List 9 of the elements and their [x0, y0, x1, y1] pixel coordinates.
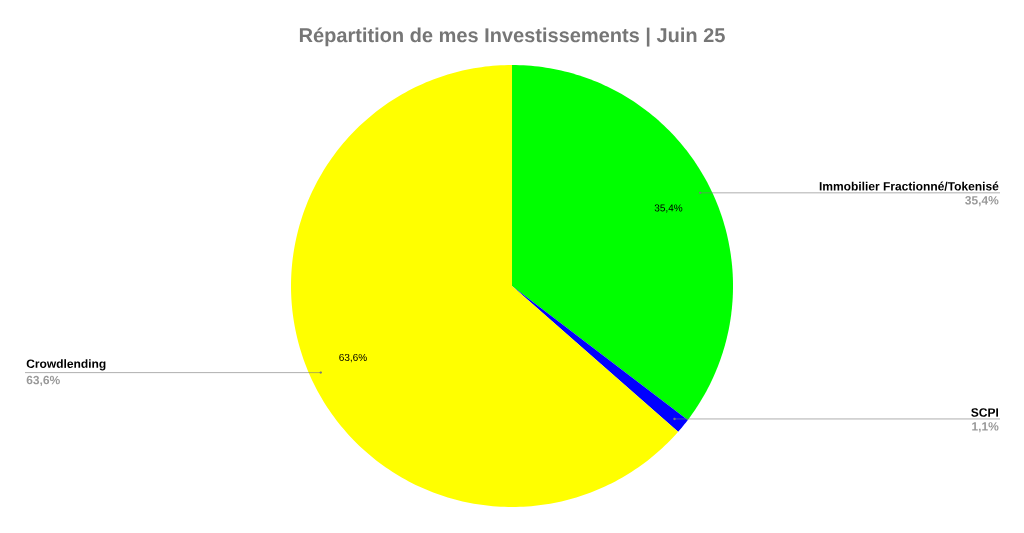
chart-title: Répartition de mes Investissements | Juin 25 [299, 27, 725, 47]
slice-label: Crowdlending [26, 359, 106, 371]
slice-label: SCPI [971, 408, 998, 417]
data-label: 1,1% [972, 422, 999, 433]
data-label: 35,4% [654, 204, 683, 213]
text: 35,4% [965, 196, 999, 207]
data-label: 63,6% [339, 353, 367, 363]
slice-label: Immobilier Fractionné/Tokenisé [819, 181, 999, 191]
text: 63,6% [26, 375, 60, 387]
